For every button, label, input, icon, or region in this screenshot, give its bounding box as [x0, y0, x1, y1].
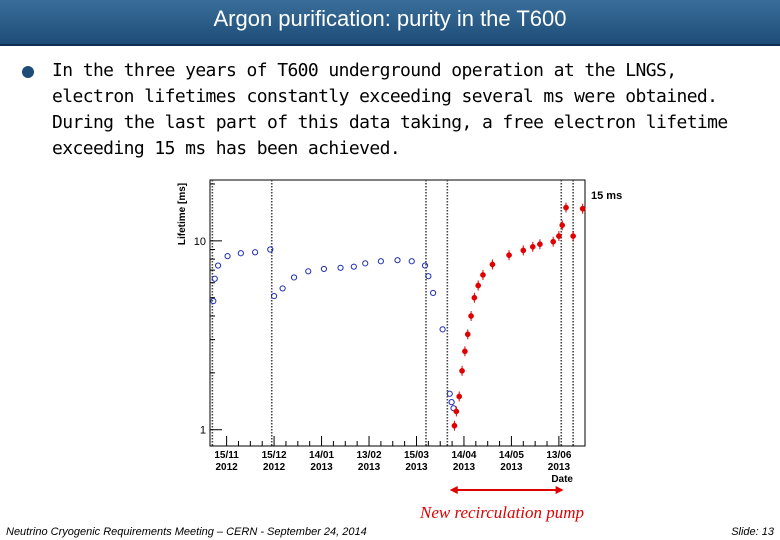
- x-tick-label-year: 2013: [453, 462, 476, 473]
- filled-data-point: [563, 204, 569, 211]
- filled-data-point: [468, 313, 474, 319]
- footer-meeting: Neutrino Cryogenic Requirements Meeting …: [6, 526, 367, 538]
- pump-arrow-head-right: [555, 486, 564, 494]
- filled-data-point: [489, 261, 496, 268]
- filled-data-point: [453, 408, 460, 415]
- filled-data-point: [464, 331, 471, 338]
- chart-vlines: [211, 180, 574, 446]
- x-tick-label-year: 2013: [405, 462, 428, 473]
- chart-ticks: 11015/11201215/12201214/01201313/0220131…: [194, 183, 572, 473]
- filled-data-point: [529, 243, 536, 250]
- title-bar: Argon purification: purity in the T600: [0, 0, 780, 46]
- open-data-point: [394, 257, 401, 264]
- open-data-point: [279, 285, 286, 292]
- bullet-line-4: exceeding 15 ms has been achieved.: [52, 138, 401, 159]
- x-tick-label-year: 2012: [215, 462, 238, 473]
- filled-data-point: [451, 422, 458, 429]
- footer-slide-number: Slide: 13: [731, 526, 774, 538]
- filled-data-point: [520, 247, 527, 254]
- open-data-point: [237, 250, 244, 257]
- open-data-point: [305, 268, 312, 275]
- open-data-point: [448, 399, 455, 406]
- filled-data-point: [480, 272, 486, 278]
- pump-arrow: [449, 486, 564, 494]
- chart-frame: [209, 179, 586, 447]
- reference-label: 15 ms: [591, 190, 622, 202]
- filled-data-point: [506, 252, 512, 259]
- bullet-line-2: electron lifetimes constantly exceeding …: [52, 86, 718, 107]
- y-tick-label: 10: [194, 236, 206, 248]
- open-data-point: [430, 289, 437, 297]
- filled-data-point: [550, 238, 557, 245]
- x-tick-label-date: 15/03: [404, 450, 429, 461]
- x-tick-label-date: 14/01: [309, 450, 334, 461]
- x-tick-label-year: 2013: [500, 462, 523, 473]
- open-data-point: [270, 292, 278, 300]
- x-tick-label-year: 2013: [548, 462, 571, 473]
- filled-data-point: [537, 241, 543, 248]
- open-data-point: [337, 264, 344, 271]
- open-data-point: [290, 274, 298, 281]
- open-data-point: [350, 263, 357, 270]
- open-data-point: [439, 326, 446, 333]
- x-tick-label-year: 2013: [310, 462, 333, 473]
- open-data-point: [267, 246, 274, 253]
- y-tick-label: 1: [200, 425, 206, 437]
- open-data-point: [425, 273, 432, 280]
- x-tick-label-date: 13/06: [546, 450, 571, 461]
- chart-points: [210, 202, 586, 431]
- open-data-point: [224, 253, 231, 260]
- x-tick-label-date: 15/11: [214, 450, 239, 461]
- bullet-icon: [22, 66, 34, 78]
- x-axis-label: Date: [551, 474, 573, 485]
- x-tick-label-date: 14/04: [451, 450, 476, 461]
- open-data-point: [446, 390, 453, 397]
- slide-title: Argon purification: purity in the T600: [213, 6, 567, 31]
- open-data-point: [408, 258, 415, 265]
- open-data-point: [362, 260, 369, 267]
- filled-data-point: [556, 233, 562, 239]
- x-tick-label-year: 2012: [263, 462, 286, 473]
- pump-annotation: New recirculation pump: [420, 503, 584, 522]
- open-data-point: [211, 275, 218, 282]
- filled-data-point: [579, 205, 586, 212]
- plot-frame: [209, 179, 586, 447]
- bullet-line-3: During the last part of this data taking…: [52, 112, 728, 133]
- open-data-point: [421, 262, 429, 269]
- filled-data-point: [456, 393, 463, 400]
- x-tick-label-date: 15/12: [262, 450, 287, 461]
- x-tick-label-year: 2013: [358, 462, 381, 473]
- lifetime-chart: 11015/11201215/12201214/01201313/0220131…: [177, 179, 622, 494]
- x-tick-label-date: 13/02: [357, 450, 382, 461]
- open-data-point: [320, 265, 328, 273]
- filled-data-point: [475, 282, 482, 289]
- filled-data-point: [559, 222, 566, 229]
- x-tick-label-date: 14/05: [499, 450, 524, 461]
- open-data-point: [251, 249, 259, 256]
- y-axis-label: Lifetime [ms]: [177, 183, 188, 245]
- filled-data-point: [462, 348, 468, 355]
- filled-data-point: [570, 233, 576, 239]
- bullet-paragraph: In the three years of T600 underground o…: [52, 58, 752, 162]
- filled-data-point: [471, 294, 478, 301]
- open-data-point: [210, 297, 217, 305]
- open-data-point: [214, 262, 222, 269]
- open-data-point: [377, 258, 384, 265]
- bullet-line-1: In the three years of T600 underground o…: [52, 60, 677, 81]
- filled-data-point: [459, 367, 465, 374]
- pump-arrow-head-left: [449, 486, 458, 494]
